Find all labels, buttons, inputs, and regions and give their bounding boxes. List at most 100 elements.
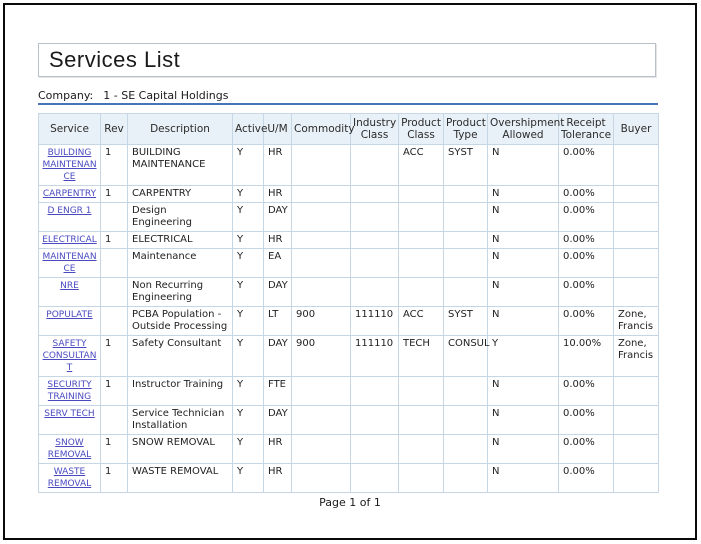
cell-um: HR xyxy=(263,434,292,464)
column-header-commodity: Commodity xyxy=(291,113,355,145)
cell-active: Y xyxy=(232,231,264,249)
cell-product_class xyxy=(398,405,444,435)
column-header-industry_class: Industry Class xyxy=(350,113,399,145)
cell-um: HR xyxy=(263,185,292,203)
cell-buyer xyxy=(613,248,659,278)
cell-receipt_tolerance: 0.00% xyxy=(558,248,614,278)
cell-buyer xyxy=(613,405,659,435)
cell-industry_class xyxy=(350,277,399,307)
column-header-rev: Rev xyxy=(100,113,128,145)
cell-buyer: Zone, Francis xyxy=(613,306,659,336)
table-row: SNOW REMOVAL 1 SNOW REMOVAL Y HR N 0.00% xyxy=(38,434,659,464)
cell-industry_class xyxy=(350,434,399,464)
service-link[interactable]: SAFETY CONSULTANT xyxy=(42,339,97,373)
cell-industry_class xyxy=(350,463,399,493)
cell-um: DAY xyxy=(263,202,292,232)
cell-service: SERV TECH xyxy=(38,405,101,435)
cell-active: Y xyxy=(232,248,264,278)
service-link[interactable]: D ENGR 1 xyxy=(47,206,92,216)
cell-buyer xyxy=(613,185,659,203)
service-link[interactable]: CARPENTRY xyxy=(42,189,97,199)
table-row: SERV TECH Service Technician Installation… xyxy=(38,405,659,435)
cell-product_class xyxy=(398,202,444,232)
cell-rev: 1 xyxy=(100,463,128,493)
cell-overshipment_allowed: N xyxy=(487,306,559,336)
cell-description: SNOW REMOVAL xyxy=(127,434,233,464)
cell-product_type xyxy=(443,463,488,493)
service-link[interactable]: NRE xyxy=(60,281,79,291)
cell-product_class: TECH xyxy=(398,335,444,377)
cell-rev xyxy=(100,405,128,435)
column-header-overshipment_allowed: Overshipment Allowed xyxy=(487,113,564,145)
cell-industry_class xyxy=(350,185,399,203)
cell-product_type xyxy=(443,434,488,464)
cell-product_class xyxy=(398,248,444,278)
table-row: POPULATE PCBA Population - Outside Proces… xyxy=(38,306,659,336)
services-table: Service Rev Description Active U/M Commodity I… xyxy=(38,113,659,493)
cell-commodity xyxy=(291,202,351,232)
cell-product_type xyxy=(443,248,488,278)
cell-active: Y xyxy=(232,202,264,232)
cell-service: CARPENTRY xyxy=(38,185,101,203)
cell-industry_class xyxy=(350,248,399,278)
cell-description: CARPENTRY xyxy=(127,185,233,203)
page-footer: Page 1 of 1 xyxy=(319,496,381,509)
column-header-service: Service xyxy=(38,113,101,145)
cell-industry_class xyxy=(350,231,399,249)
service-link[interactable]: MAINTENANCE xyxy=(42,252,97,274)
cell-description: ELECTRICAL xyxy=(127,231,233,249)
cell-rev: 1 xyxy=(100,231,128,249)
cell-commodity xyxy=(291,405,351,435)
table-header-row: Service Rev Description Active U/M Commodity I… xyxy=(38,113,659,145)
cell-industry_class xyxy=(350,144,399,186)
cell-receipt_tolerance: 0.00% xyxy=(558,277,614,307)
company-value: 1 - SE Capital Holdings xyxy=(103,89,229,102)
report-title-box: Services List xyxy=(38,43,656,77)
cell-service: MAINTENANCE xyxy=(38,248,101,278)
service-link[interactable]: SNOW REMOVAL xyxy=(47,438,92,460)
cell-product_type: SYST xyxy=(443,306,488,336)
table-row: BUILDING MAINTENANCE 1 BUILDING MAINTENANC… xyxy=(38,144,659,186)
cell-rev xyxy=(100,248,128,278)
service-link[interactable]: ELECTRICAL xyxy=(42,235,97,245)
cell-receipt_tolerance: 0.00% xyxy=(558,231,614,249)
cell-product_class xyxy=(398,434,444,464)
cell-receipt_tolerance: 0.00% xyxy=(558,144,614,186)
cell-product_type xyxy=(443,405,488,435)
cell-description: Safety Consultant xyxy=(127,335,233,377)
cell-rev xyxy=(100,277,128,307)
column-header-product_class: Product Class xyxy=(398,113,444,145)
cell-buyer xyxy=(613,144,659,186)
column-header-buyer: Buyer xyxy=(613,113,659,145)
cell-rev xyxy=(100,202,128,232)
cell-receipt_tolerance: 0.00% xyxy=(558,463,614,493)
cell-rev xyxy=(100,306,128,336)
cell-product_type xyxy=(443,376,488,406)
page-frame: Services List Company: 1 - SE Capital Hol… xyxy=(3,3,697,540)
cell-um: EA xyxy=(263,248,292,278)
cell-rev: 1 xyxy=(100,144,128,186)
cell-buyer xyxy=(613,202,659,232)
cell-buyer xyxy=(613,277,659,307)
cell-product_class xyxy=(398,277,444,307)
service-link[interactable]: BUILDING MAINTENANCE xyxy=(42,148,97,182)
service-link[interactable]: POPULATE xyxy=(46,310,93,320)
service-link[interactable]: WASTE REMOVAL xyxy=(47,467,92,489)
table-row: D ENGR 1 Design Engineering Y DAY N 0.00% xyxy=(38,202,659,232)
cell-service: POPULATE xyxy=(38,306,101,336)
cell-service: SAFETY CONSULTANT xyxy=(38,335,101,377)
cell-commodity xyxy=(291,248,351,278)
cell-commodity xyxy=(291,434,351,464)
cell-rev: 1 xyxy=(100,376,128,406)
cell-overshipment_allowed: N xyxy=(487,185,559,203)
cell-description: Instructor Training xyxy=(127,376,233,406)
column-header-description: Description xyxy=(127,113,233,145)
service-link[interactable]: SECURITY TRAINING xyxy=(47,380,92,402)
cell-receipt_tolerance: 0.00% xyxy=(558,405,614,435)
cell-product_type: CONSUL xyxy=(443,335,490,377)
cell-commodity xyxy=(291,185,351,203)
cell-overshipment_allowed: N xyxy=(487,405,559,435)
cell-overshipment_allowed: N xyxy=(487,463,559,493)
service-link[interactable]: SERV TECH xyxy=(44,409,95,419)
cell-industry_class xyxy=(350,405,399,435)
